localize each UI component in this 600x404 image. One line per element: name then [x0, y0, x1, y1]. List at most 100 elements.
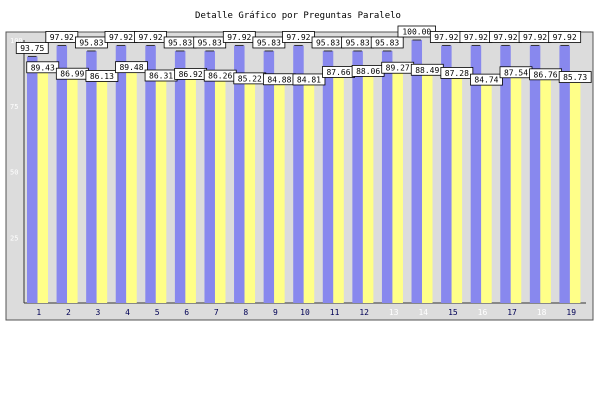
bar	[559, 45, 570, 304]
data-label: 97.92	[139, 33, 163, 42]
bar	[86, 50, 97, 303]
data-label: 95.83	[346, 38, 370, 47]
bar	[411, 40, 423, 303]
data-label: 97.92	[493, 33, 517, 42]
bar	[115, 45, 127, 304]
data-label-box	[558, 71, 592, 83]
data-label: 89.43	[31, 63, 55, 72]
data-label: 89.48	[119, 63, 143, 72]
data-label: 95.83	[198, 38, 222, 47]
data-label: 86.13	[90, 72, 114, 81]
chart-title: Detalle Gráfico por Preguntas Paralelo	[195, 11, 401, 21]
data-label: 97.92	[553, 33, 577, 42]
bar	[244, 78, 256, 303]
bar	[569, 77, 581, 304]
x-tick-label: 4	[125, 308, 130, 317]
data-label: 95.83	[168, 38, 192, 47]
data-label: 97.92	[286, 33, 310, 42]
data-label-box	[548, 31, 582, 43]
x-tick-label: 1	[36, 308, 41, 317]
data-label: 87.54	[504, 68, 528, 77]
data-label: 97.92	[523, 33, 547, 42]
data-label: 95.83	[375, 38, 399, 47]
data-label-box	[26, 61, 60, 74]
data-label-box	[470, 73, 503, 86]
data-label: 97.92	[464, 33, 488, 42]
bar	[529, 45, 541, 304]
bar	[27, 56, 38, 303]
bar	[214, 76, 226, 303]
x-tick-label: 14	[418, 308, 428, 317]
data-label: 87.28	[445, 69, 469, 78]
x-tick-label: 16	[478, 308, 488, 317]
bar	[500, 45, 511, 304]
bar	[174, 50, 186, 303]
bar	[293, 45, 304, 304]
x-tick-group: 1 2 3 4 5 6 7 8 9 10 11 12 13 14 15 16 17 18 19	[36, 308, 576, 317]
bar	[274, 79, 285, 304]
x-tick-label: 18	[537, 308, 547, 317]
bar	[126, 67, 137, 303]
data-label: 95.83	[316, 38, 340, 47]
x-tick-label: 6	[184, 308, 189, 317]
data-label: 95.83	[257, 38, 281, 47]
data-label: 93.75	[20, 44, 44, 53]
data-label: 95.83	[79, 38, 103, 47]
bar	[37, 67, 48, 303]
x-tick-label: 13	[389, 308, 399, 317]
bar	[322, 50, 334, 303]
x-tick-label: 19	[566, 308, 576, 317]
bar	[303, 79, 315, 303]
x-tick-label: 12	[359, 308, 369, 317]
y-tick-group: 25 50 75 100	[10, 37, 23, 242]
bar	[155, 76, 167, 303]
data-label: 97.92	[109, 33, 133, 42]
bar	[422, 70, 433, 303]
bar	[67, 74, 78, 303]
data-label: 84.88	[267, 75, 291, 84]
x-tick-label: 9	[273, 308, 278, 317]
data-label-box	[370, 36, 404, 49]
x-tick-label: 3	[96, 308, 101, 317]
bar	[145, 45, 156, 304]
data-label: 86.76	[534, 70, 558, 79]
data-label: 84.74	[474, 76, 498, 85]
y-tick-label: 50	[10, 169, 18, 177]
bar	[451, 73, 463, 303]
data-label: 86.99	[60, 70, 84, 79]
bar	[510, 72, 522, 303]
bar	[540, 74, 551, 303]
data-label-box	[115, 61, 148, 74]
x-tick-label: 15	[448, 308, 458, 317]
data-label-group: 93.75 89.43 97.92 86.99 95.83 86.13 97.92 89.48…	[15, 25, 592, 86]
data-label: 89.27	[386, 64, 410, 73]
bar	[381, 50, 393, 303]
bar	[234, 45, 245, 304]
bar	[56, 45, 68, 304]
bar	[362, 71, 374, 304]
x-tick-label: 17	[507, 308, 517, 317]
y-tick-label: 25	[10, 234, 18, 242]
bar	[333, 72, 344, 304]
x-tick-label: 5	[155, 308, 160, 317]
x-tick-label: 8	[243, 308, 248, 317]
data-label: 85.73	[563, 73, 587, 82]
data-label: 86.31	[149, 72, 173, 81]
bar-group	[27, 39, 581, 304]
x-tick-label: 10	[300, 308, 310, 317]
bar	[481, 80, 492, 304]
data-label: 100.00	[402, 28, 431, 37]
x-tick-label: 11	[330, 308, 340, 317]
y-tick-label: 75	[10, 103, 18, 111]
data-label: 97.92	[50, 33, 74, 42]
data-label-box	[440, 67, 474, 79]
data-label: 88.06	[356, 67, 380, 76]
bar	[441, 45, 452, 304]
bar	[392, 68, 403, 303]
bar	[185, 74, 196, 304]
bar	[96, 76, 108, 303]
x-tick-label: 2	[66, 308, 71, 317]
data-label: 85.22	[238, 74, 262, 83]
